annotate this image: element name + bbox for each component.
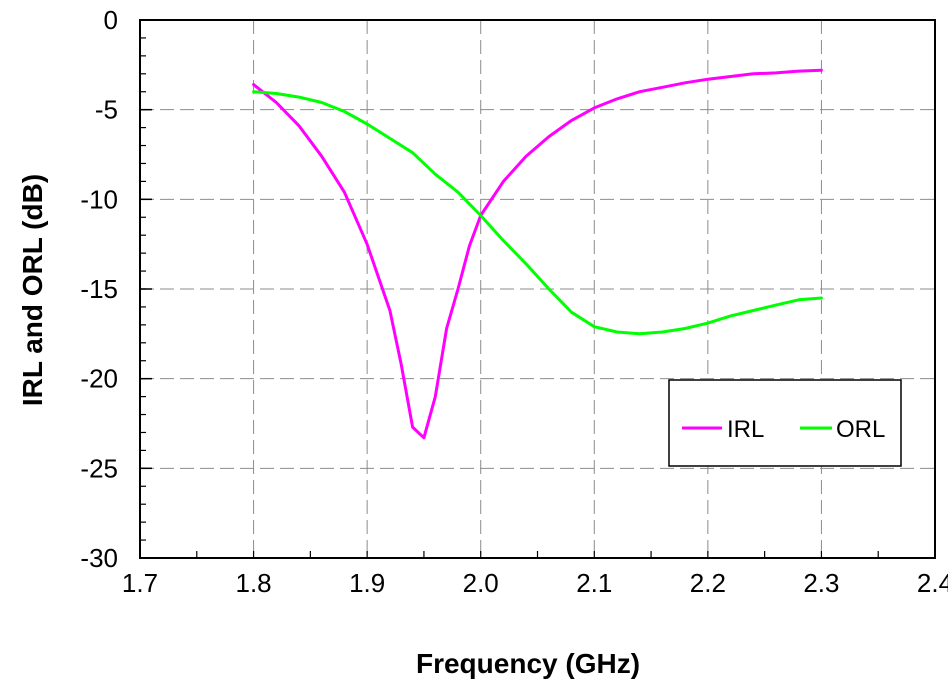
gridlines: [140, 20, 935, 558]
x-tick-label: 1.8: [235, 568, 271, 598]
y-tick-label: -10: [80, 184, 118, 214]
y-tick-label: 0: [104, 5, 118, 35]
legend-box: [668, 379, 902, 467]
x-tick-label: 2.0: [463, 568, 499, 598]
y-axis-title: IRL and ORL (dB): [17, 174, 48, 406]
x-tick-labels: 1.7 1.8 1.9 2.0 2.1 2.2 2.3 2.4: [122, 568, 948, 598]
y-tick-label: -30: [80, 543, 118, 573]
y-tick-label: -25: [80, 453, 118, 483]
x-tick-label: 1.9: [349, 568, 385, 598]
x-tick-label: 2.3: [803, 568, 839, 598]
series-line-orl: [252, 90, 823, 336]
x-tick-label: 1.7: [122, 568, 158, 598]
y-tick-label: -20: [80, 364, 118, 394]
legend-label-orl: ORL: [836, 416, 885, 443]
x-tick-label: 2.1: [576, 568, 612, 598]
y-tick-label: -15: [80, 274, 118, 304]
legend: IRL ORL: [668, 379, 902, 467]
y-tick-label: -5: [95, 95, 118, 125]
x-tick-label: 2.2: [690, 568, 726, 598]
x-axis-title: Frequency (GHz): [416, 648, 640, 679]
series-line-irl: [252, 68, 823, 440]
y-tick-labels: 0 -5 -10 -15 -20 -25 -30: [80, 5, 118, 573]
plot-area-frame: [139, 19, 936, 559]
series-layer: [252, 68, 823, 440]
minor-ticks: [139, 19, 936, 559]
legend-label-irl: IRL: [727, 416, 764, 443]
x-tick-label: 2.4: [917, 568, 948, 598]
